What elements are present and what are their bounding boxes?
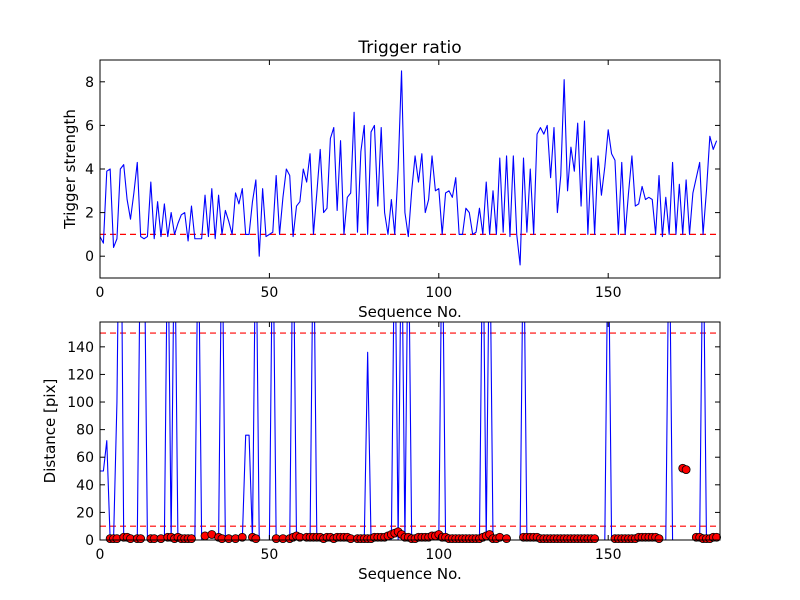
bottom-data-marker	[237, 532, 247, 542]
bottom-data-marker	[502, 534, 511, 544]
bottom-x-tick-label: 50	[260, 547, 278, 563]
bottom-x-axis-label: Sequence No.	[358, 565, 462, 583]
bottom-y-tick-label: 80	[76, 423, 94, 439]
bottom-y-tick-label: 0	[85, 533, 94, 549]
bottom-data-marker	[187, 534, 196, 544]
bottom-x-tick-label: 100	[425, 547, 452, 563]
bottom-x-ticks: 0 50 100 150	[96, 322, 622, 563]
bottom-plot-frame	[99, 321, 721, 541]
bottom-y-tick-label: 140	[67, 340, 94, 356]
bottom-y-tick-label: 100	[67, 395, 94, 411]
bottom-y-tick-label: 20	[76, 505, 94, 521]
bottom-y-tick-label: 40	[76, 478, 94, 494]
bottom-data-marker	[654, 534, 664, 544]
bottom-data-marker	[251, 534, 261, 544]
top-y-tick-label: 0	[85, 249, 94, 265]
top-y-tick-label: 2	[85, 206, 94, 222]
top-x-axis-label: Sequence No.	[358, 303, 462, 321]
top-x-tick-label: 100	[425, 285, 452, 301]
top-series-line	[100, 70, 718, 266]
top-y-tick-label: 4	[85, 162, 94, 178]
top-series-group	[100, 70, 718, 266]
top-plot-title: Trigger ratio	[357, 38, 461, 58]
bottom-y-axis-label: Distance [pix]	[41, 379, 59, 484]
bottom-data-marker	[136, 534, 146, 544]
bottom-x-tick-label: 150	[595, 547, 622, 563]
bottom-y-ticks: 0 20 40 60 80 100 120 140	[67, 340, 720, 549]
top-y-tick-label: 8	[85, 75, 94, 91]
top-y-ticks: 0 2 4 6 8	[85, 75, 720, 265]
top-y-axis-label: Trigger strength	[61, 109, 79, 230]
bottom-y-tick-label: 120	[67, 367, 94, 383]
bottom-data-marker	[681, 465, 691, 475]
top-x-tick-label: 50	[260, 285, 278, 301]
bottom-plot: 0 50 100 150 0 20 40 60 80 100 120 140 Sequence No…	[41, 321, 722, 583]
bottom-y-tick-label: 60	[76, 450, 94, 466]
top-x-tick-label: 150	[595, 285, 622, 301]
top-x-ticks: 0 50 100 150	[96, 60, 622, 301]
top-plot: Trigger ratio 0 50 100 150 0 2 4 6 8 Sequence N…	[61, 38, 721, 321]
bottom-data-marker	[712, 532, 722, 542]
top-y-tick-label: 6	[85, 118, 94, 134]
bottom-x-tick-label: 0	[96, 547, 105, 563]
bottom-data-marker	[590, 534, 600, 544]
top-x-tick-label: 0	[96, 285, 105, 301]
